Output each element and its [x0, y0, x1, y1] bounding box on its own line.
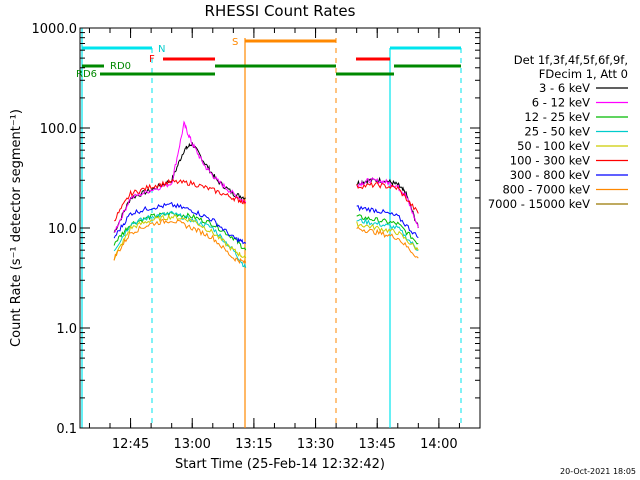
x-tick-label: 13:15 [235, 437, 272, 452]
legend-entry-label: 6 - 12 keV [532, 96, 590, 110]
x-tick-label: 13:00 [173, 437, 210, 452]
y-axis-label: Count Rate (s⁻¹ detector segment⁻¹) [9, 109, 24, 347]
marker-label-rd6: RD6 [76, 69, 97, 80]
x-tick-label: 14:00 [420, 437, 457, 452]
x-tick-label: 13:45 [358, 437, 395, 452]
series-300-800-kev [356, 205, 419, 239]
plot-frame [79, 27, 481, 429]
series-25-50-kev [356, 217, 419, 251]
series-800-7000-kev [113, 218, 247, 265]
series-12-25-kev [356, 214, 419, 245]
legend-header-line: Det 1f,3f,4f,5f,6f,9f, [514, 53, 628, 67]
legend: Det 1f,3f,4f,5f,6f,9f,FDecim 1, Att 03 -… [488, 53, 628, 211]
axes-layer: 0.1 1.0 10.0 100.0 1000.0 12:45 13:00 13:15 13:3… [32, 22, 480, 452]
series-6-12-kev [114, 120, 247, 233]
series-25-50-kev [113, 210, 247, 268]
legend-entry-label: 100 - 300 keV [510, 154, 590, 168]
series-50-100-kev [113, 214, 247, 261]
marker-label-n: N [158, 44, 165, 55]
legend-entry-label: 3 - 6 keV [539, 81, 590, 95]
legend-entry-label: 50 - 100 keV [517, 139, 590, 153]
chart-title: RHESSI Count Rates [205, 2, 356, 20]
legend-header-line: FDecim 1, Att 0 [539, 67, 628, 81]
series-layer [113, 120, 419, 268]
series-300-800-kev [113, 201, 247, 245]
y-tick-label: 1000.0 [32, 22, 78, 37]
legend-entry-label: 300 - 800 keV [510, 168, 590, 182]
series-3-6-kev [113, 142, 246, 233]
legend-entry-label: 7000 - 15000 keV [488, 197, 590, 211]
marker-label-rd0: RD0 [110, 61, 131, 72]
markers-layer: N S F RD0 RD6 [76, 28, 462, 428]
x-axis-label: Start Time (25-Feb-14 12:32:42) [175, 457, 385, 472]
series-100-300-kev [356, 181, 419, 214]
marker-label-s: S [232, 37, 238, 48]
legend-entry-label: 800 - 7000 keV [502, 183, 590, 197]
x-tick-label: 13:30 [297, 437, 334, 452]
series-50-100-kev [356, 221, 419, 251]
y-tick-label: 0.1 [56, 422, 77, 437]
series-12-25-kev [113, 211, 247, 251]
marker-label-f: F [149, 54, 155, 65]
y-tick-label: 1.0 [56, 322, 77, 337]
footer-date: 20-Oct-2021 18:05 [560, 467, 636, 476]
series-100-300-kev [114, 178, 247, 222]
legend-entry-label: 25 - 50 keV [524, 125, 590, 139]
y-tick-label: 100.0 [40, 122, 77, 137]
x-tick-label: 12:45 [112, 437, 149, 452]
y-tick-label: 10.0 [48, 222, 77, 237]
series-800-7000-kev [356, 226, 419, 259]
plot-border [79, 27, 481, 429]
legend-entry-label: 12 - 25 keV [524, 110, 590, 124]
